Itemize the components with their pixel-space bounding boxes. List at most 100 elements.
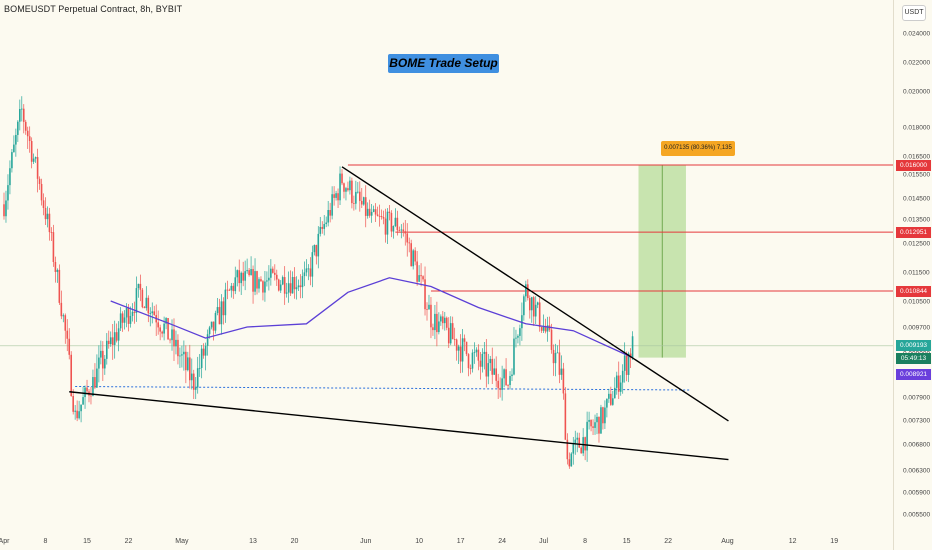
x-tick-label: Aug: [721, 538, 734, 545]
candle-body: [44, 207, 47, 220]
candle-body: [102, 350, 104, 369]
candle-body: [234, 277, 237, 292]
y-tick-label: 0.010500: [903, 299, 930, 306]
candle-body: [232, 285, 235, 292]
candle-body: [177, 339, 179, 357]
y-tick-label: 0.018000: [903, 125, 930, 132]
candle-body: [301, 276, 304, 288]
candle-body: [272, 268, 274, 273]
candle-body: [297, 285, 300, 288]
candle-body: [185, 351, 187, 371]
candle-body: [386, 211, 389, 235]
candle-body: [477, 349, 480, 361]
candle-body: [436, 313, 438, 333]
y-tick-label: 0.020000: [903, 89, 930, 96]
candle-body: [554, 352, 557, 364]
price-tag: 05:49:13: [896, 353, 931, 365]
candle-body: [343, 183, 345, 192]
candle-body: [631, 336, 634, 358]
candle-body: [544, 326, 547, 332]
candle-body: [394, 217, 397, 227]
candle-body: [366, 208, 369, 216]
candle-body: [42, 200, 45, 208]
candle-body: [242, 272, 244, 281]
candle-body: [467, 354, 470, 369]
currency-button[interactable]: USDT: [902, 5, 926, 21]
candle-body: [121, 313, 124, 323]
measure-label: 0.007135 (80.36%) 7,135: [661, 141, 735, 156]
candle-body: [372, 209, 375, 212]
candle-body: [291, 276, 294, 294]
candle-body: [303, 272, 306, 277]
candle-body: [246, 270, 248, 272]
candle-body: [479, 360, 482, 367]
candle-body: [485, 351, 488, 377]
price-axis[interactable]: [893, 0, 932, 550]
y-tick-label: 0.005500: [903, 512, 930, 519]
candle-body: [442, 316, 444, 324]
candle-body: [612, 398, 614, 405]
candle-body: [475, 349, 478, 353]
candle-body: [315, 245, 318, 257]
candle-body: [513, 338, 515, 375]
candle-body: [364, 197, 367, 216]
candle-body: [493, 368, 496, 375]
candle-body: [141, 289, 144, 308]
candle-body: [610, 393, 612, 405]
candle-body: [171, 329, 173, 341]
candle-body: [149, 313, 152, 314]
candle-body: [339, 173, 341, 201]
candle-body: [147, 297, 150, 314]
candle-body: [129, 315, 132, 324]
candle-body: [94, 377, 96, 388]
candle-body: [453, 339, 456, 340]
y-tick-label: 0.007300: [903, 418, 930, 425]
candle-body: [382, 217, 385, 219]
candle-body: [145, 297, 148, 309]
x-tick-label: 12: [789, 538, 797, 545]
y-tick-label: 0.006800: [903, 442, 930, 449]
candle-body: [376, 214, 379, 216]
candle-body: [264, 281, 266, 293]
x-tick-label: 8: [583, 538, 587, 545]
candle-body: [619, 382, 622, 392]
candle-body: [546, 325, 549, 332]
candle-body: [627, 353, 630, 375]
y-tick-label: 0.011500: [903, 270, 930, 277]
y-tick-label: 0.015500: [903, 172, 930, 179]
candle-body: [392, 226, 395, 232]
candle-body: [463, 338, 466, 342]
candle-body: [204, 345, 207, 356]
candle-body: [192, 373, 195, 390]
y-tick-label: 0.009700: [903, 325, 930, 332]
candle-body: [104, 358, 106, 369]
candle-body: [277, 279, 280, 291]
candle-body: [438, 321, 440, 333]
candle-body: [179, 355, 181, 357]
candle-body: [236, 270, 239, 278]
candle-body: [167, 318, 169, 340]
candle-body: [325, 222, 327, 225]
candle-body: [86, 387, 88, 392]
candle-body: [151, 311, 154, 314]
candle-body: [125, 307, 128, 318]
candle-body: [105, 340, 108, 359]
candle-body: [123, 317, 126, 323]
candle-body: [534, 304, 537, 317]
candle-body: [206, 334, 209, 346]
price-tag: 0.010844: [896, 285, 931, 297]
candle-body: [483, 351, 486, 354]
candle-body: [384, 218, 387, 235]
candle-body: [451, 323, 454, 340]
candle-body: [604, 407, 606, 424]
candle-body: [196, 368, 199, 388]
candle-body: [216, 307, 219, 313]
candle-body: [295, 287, 298, 290]
candle-body: [323, 224, 326, 229]
candle-body: [19, 109, 21, 122]
candle-body: [72, 395, 74, 412]
candle-body: [30, 141, 33, 162]
candle-body: [414, 250, 416, 262]
candle-body: [335, 193, 337, 198]
